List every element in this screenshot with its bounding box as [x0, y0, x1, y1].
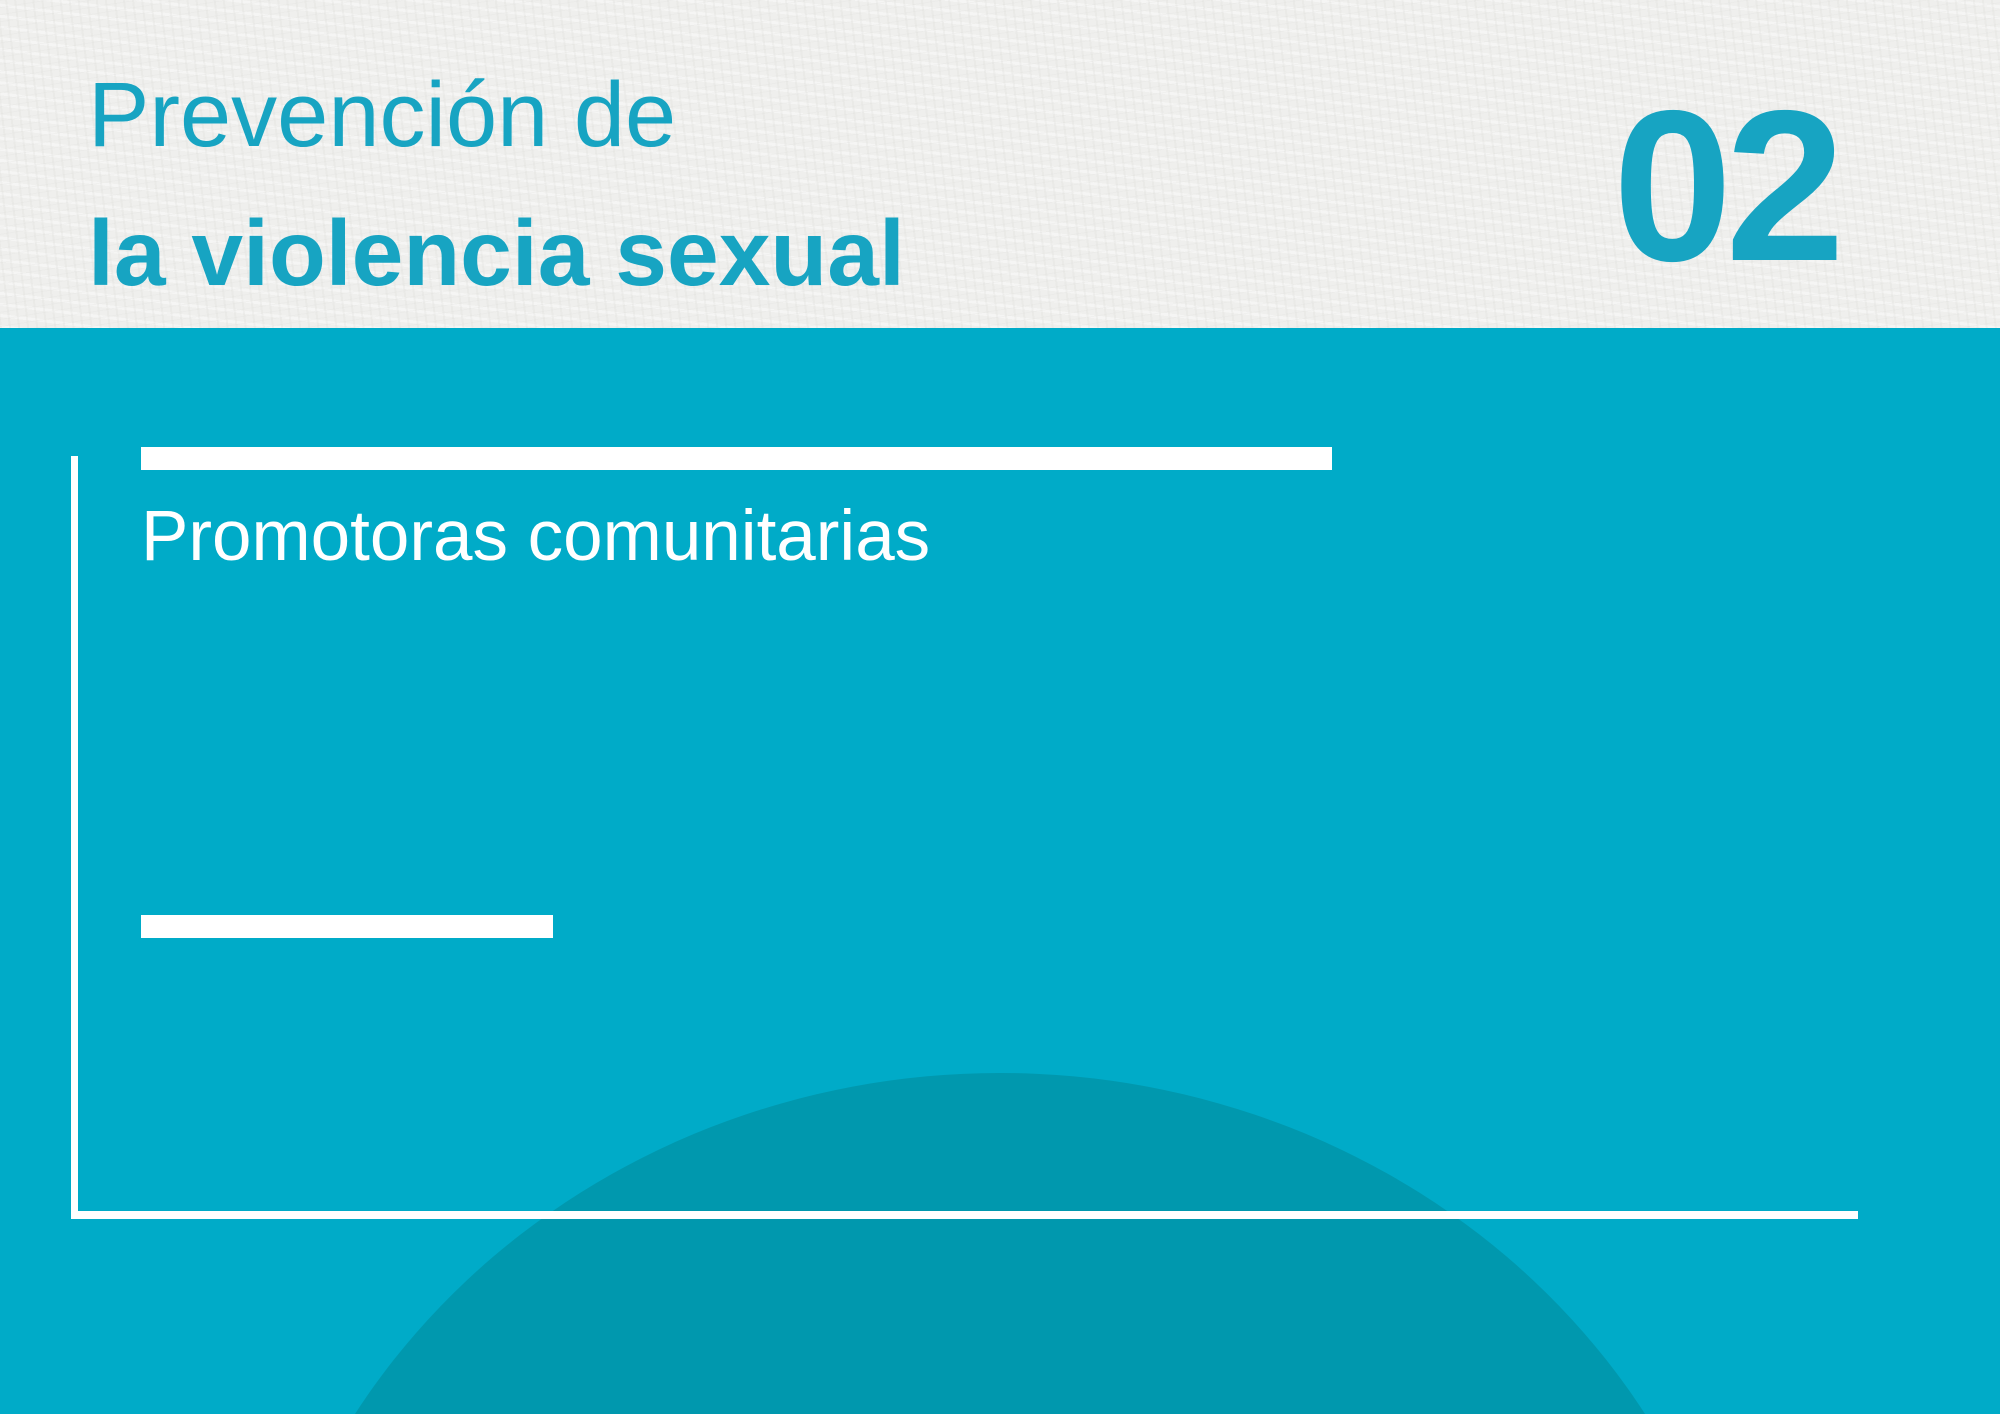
background-circle: [245, 1073, 1755, 1414]
header-title-line1: Prevención de: [88, 64, 677, 166]
section-title: Promotoras comunitarias: [141, 497, 931, 576]
vertical-rule: [71, 456, 78, 1218]
header-title-block: Prevención de la violencia sexual: [88, 69, 905, 300]
header-title-line2: la violencia sexual: [88, 201, 905, 305]
accent-bar: [141, 915, 553, 938]
chapter-number: 02: [1612, 65, 1845, 306]
title-underline-bar: [141, 447, 1332, 470]
bottom-rule: [71, 1211, 1858, 1219]
header-band: Prevención de la violencia sexual 02: [0, 0, 2000, 328]
teal-background: [0, 328, 2000, 1414]
